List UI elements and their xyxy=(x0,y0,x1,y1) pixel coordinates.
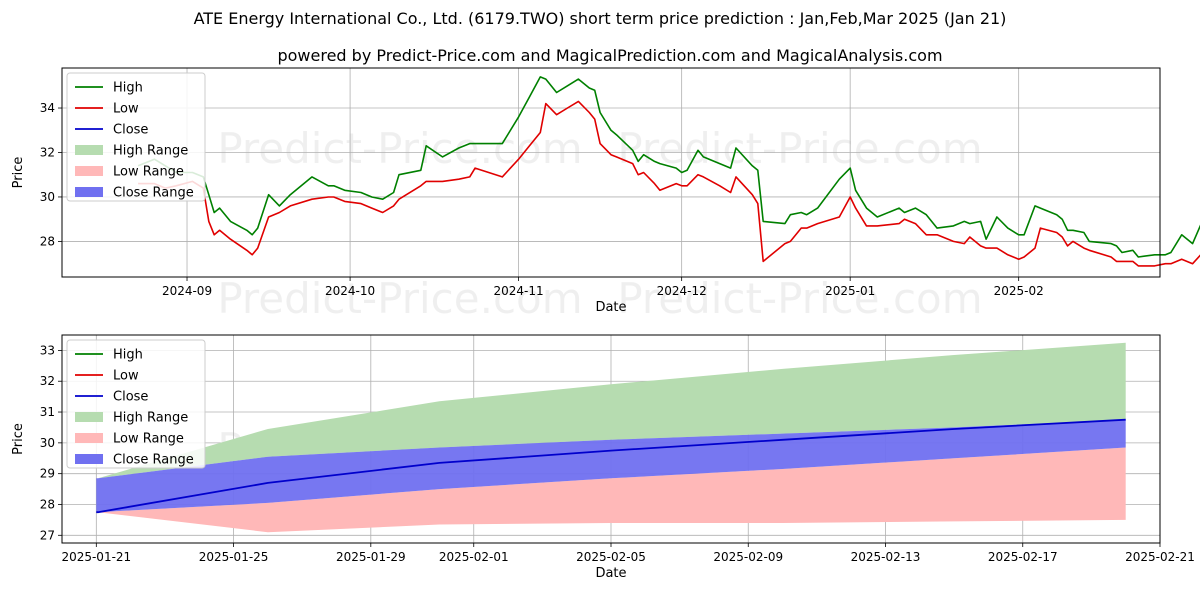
bottom-legend: High Low Close High Range Low Range Close Ran… xyxy=(66,339,206,469)
top-x-ticks: 2024-09 2024-10 2024-11 2024-12 2025-01 2025-… xyxy=(162,277,1044,298)
close-series-line xyxy=(96,418,1126,514)
high-series-line xyxy=(137,76,1200,258)
bottom-series-lines xyxy=(96,418,1126,514)
x-tick-label: 2025-02-05 xyxy=(576,550,646,564)
y-tick-label: 29 xyxy=(40,467,55,481)
legend-label-high: High xyxy=(113,348,143,363)
watermark: Predict-Price.com xyxy=(217,124,582,173)
legend-label-low: Low xyxy=(113,102,139,117)
legend-swatch-high-range xyxy=(75,412,103,422)
chart-subtitle: powered by Predict-Price.com and Magical… xyxy=(277,46,942,65)
x-tick-label: 2025-01-29 xyxy=(336,550,406,564)
legend-label-close: Close xyxy=(113,390,148,405)
x-tick-label: 2025-02-21 xyxy=(1125,550,1195,564)
legend-swatch-low-range xyxy=(75,433,103,443)
y-tick-label: 28 xyxy=(40,234,55,248)
y-tick-label: 32 xyxy=(40,145,55,159)
bottom-x-ticks: 2025-01-21 2025-01-25 2025-01-29 2025-02-01… xyxy=(61,543,1195,564)
legend-label-close-range: Close Range xyxy=(113,186,194,201)
legend-label-high-range: High Range xyxy=(113,411,188,426)
legend-swatch-close-range xyxy=(75,454,103,464)
legend-label-high: High xyxy=(113,81,143,96)
watermark: Predict-Price.com xyxy=(617,274,982,323)
x-tick-label: 2025-01 xyxy=(825,284,875,298)
bottom-chart-panel: Predict-Price.com Predict-Price.com 2025… xyxy=(11,334,1195,581)
x-tick-label: 2025-02-17 xyxy=(988,550,1058,564)
x-tick-label: 2025-02-01 xyxy=(439,550,509,564)
top-legend: High Low Close High Range Low Range Close Ran… xyxy=(66,72,206,202)
y-tick-label: 32 xyxy=(40,374,55,388)
legend-label-close: Close xyxy=(113,123,148,138)
low-range-band xyxy=(96,447,1126,533)
legend-label-low: Low xyxy=(113,369,139,384)
top-watermarks: Predict-Price.com Predict-Price.com Pred… xyxy=(217,124,982,323)
x-tick-label: 2025-02 xyxy=(994,284,1044,298)
x-tick-label: 2025-02-13 xyxy=(851,550,921,564)
close-range-band xyxy=(96,419,1126,513)
bottom-x-axis-label: Date xyxy=(595,566,626,581)
chart-title: ATE Energy International Co., Ltd. (6179… xyxy=(194,9,1007,28)
top-series-lines xyxy=(137,76,1200,267)
x-tick-label: 2024-12 xyxy=(657,284,707,298)
y-tick-label: 31 xyxy=(40,405,55,419)
top-chart-panel: Predict-Price.com Predict-Price.com Pred… xyxy=(11,67,1200,323)
y-tick-label: 34 xyxy=(40,101,55,115)
legend-swatch-high-range xyxy=(75,145,103,155)
high-range-band xyxy=(96,342,1126,479)
bottom-y-axis-label: Price xyxy=(11,423,26,455)
top-x-axis-label: Date xyxy=(595,300,626,315)
x-tick-label: 2024-11 xyxy=(494,284,544,298)
x-tick-label: 2025-02-09 xyxy=(713,550,783,564)
x-tick-label: 2024-10 xyxy=(325,284,375,298)
watermark: Predict-Price.com xyxy=(617,124,982,173)
legend-label-close-range: Close Range xyxy=(113,453,194,468)
legend-label-low-range: Low Range xyxy=(113,165,184,180)
top-y-axis-label: Price xyxy=(11,157,26,189)
x-tick-label: 2025-01-25 xyxy=(199,550,269,564)
legend-label-low-range: Low Range xyxy=(113,432,184,447)
legend-swatch-close-range xyxy=(75,187,103,197)
x-tick-label: 2025-01-21 xyxy=(61,550,131,564)
top-y-ticks: 28 30 32 34 xyxy=(40,101,62,248)
watermark: Predict-Price.com xyxy=(217,274,582,323)
y-tick-label: 30 xyxy=(40,436,55,450)
bottom-range-fills xyxy=(96,342,1126,533)
y-tick-label: 27 xyxy=(40,528,55,542)
bottom-y-ticks: 27 28 29 30 31 32 33 xyxy=(40,343,62,542)
low-series-line xyxy=(138,100,1200,267)
y-tick-label: 28 xyxy=(40,497,55,511)
legend-swatch-low-range xyxy=(75,166,103,176)
legend-label-high-range: High Range xyxy=(113,144,188,159)
top-plot-frame xyxy=(61,67,1161,278)
bottom-plot-frame xyxy=(61,334,1161,544)
y-tick-label: 30 xyxy=(40,190,55,204)
x-tick-label: 2024-09 xyxy=(162,284,212,298)
y-tick-label: 33 xyxy=(40,343,55,357)
